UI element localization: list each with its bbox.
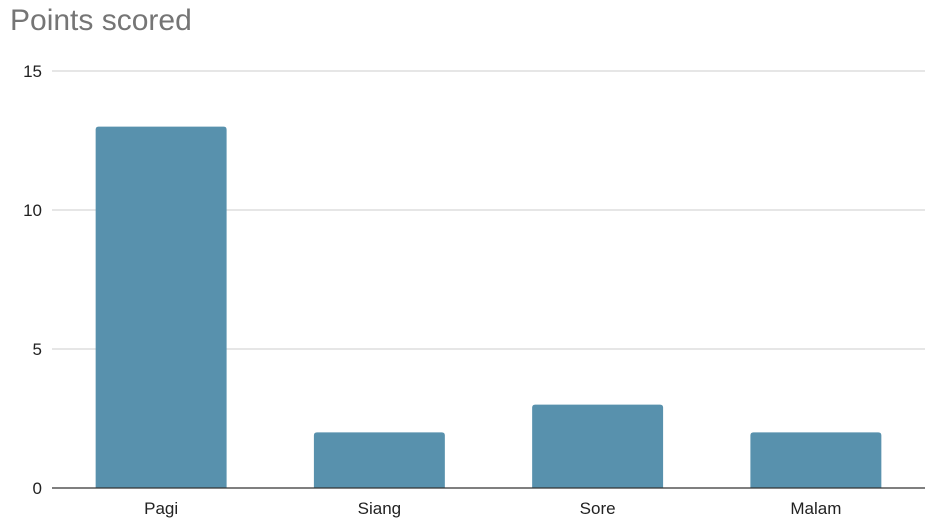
y-tick-label: 5 xyxy=(33,340,42,359)
x-tick-label: Siang xyxy=(358,499,401,518)
axes: 0 5 10 15 Pagi Siang Sore Malam xyxy=(23,62,925,518)
x-tick-label: Malam xyxy=(790,499,841,518)
bar-sore xyxy=(532,404,664,488)
x-tick-label: Pagi xyxy=(144,499,178,518)
x-tick-label: Sore xyxy=(580,499,616,518)
bars xyxy=(95,126,882,488)
chart-title: Points scored xyxy=(10,4,192,37)
y-tick-label: 15 xyxy=(23,62,42,81)
bar-pagi xyxy=(95,126,227,488)
y-tick-label: 0 xyxy=(33,479,42,498)
bar-siang xyxy=(313,432,445,488)
bar-malam xyxy=(750,432,882,488)
y-tick-label: 10 xyxy=(23,201,42,220)
